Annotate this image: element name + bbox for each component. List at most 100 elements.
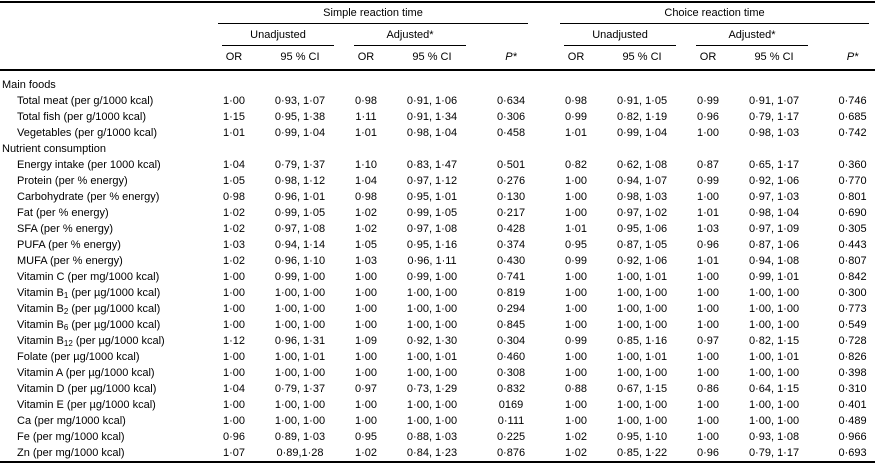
cell-or: 1·05 — [354, 239, 378, 251]
group-gap — [534, 365, 554, 381]
cell-or: 1·00 — [565, 287, 588, 299]
table-row: Vitamin D (per µg/1000 kcal) 1·04 0·79, 1·… — [0, 381, 875, 397]
row-label: Vitamin B1 (per µg/1000 kcal) — [17, 287, 161, 300]
row-label: Ca (per mg/1000 kcal) — [17, 415, 126, 427]
cell-ci: 0·94, 1·07 — [616, 175, 668, 187]
cell-or: 1·00 — [697, 351, 720, 363]
cell-or: 1·00 — [697, 367, 720, 379]
colhead-ci: 95 % CI — [730, 47, 819, 71]
group-gap — [534, 125, 554, 141]
cell-p: 0·746 — [838, 95, 867, 107]
cell-or: 1·00 — [565, 207, 588, 219]
cell-p: 0·310 — [838, 383, 867, 395]
cell-ci: 0·99, 1·00 — [274, 271, 326, 283]
colhead-p: P* — [476, 47, 535, 71]
cell-p: 0·770 — [838, 175, 867, 187]
cell-ci: 0·79, 1·37 — [274, 159, 326, 171]
cell-or: 0·98 — [565, 95, 588, 107]
table-row: Vitamin E (per µg/1000 kcal) 1·00 1·00, 1·… — [0, 397, 875, 413]
cell-p: 0·690 — [838, 207, 867, 219]
group-gap — [534, 173, 554, 189]
table-row: SFA (per % energy) 1·02 0·97, 1·08 1·02 0·97… — [0, 221, 875, 237]
cell-ci: 0·99, 1·04 — [616, 127, 668, 139]
cell-or: 0·98 — [354, 95, 378, 107]
cell-p: 0·304 — [496, 335, 526, 347]
cell-or: 1·00 — [697, 287, 720, 299]
cell-ci: 1·00, 1·00 — [274, 367, 326, 379]
cell-or: 1·00 — [565, 175, 588, 187]
cell-ci: 0·97, 1·02 — [616, 207, 668, 219]
cell-or: 1·00 — [222, 271, 246, 283]
cell-or: 1·00 — [565, 415, 588, 427]
table-row: Fat (per % energy) 1·02 0·99, 1·05 1·02 0·99… — [0, 205, 875, 221]
cell-ci: 0·97, 1·08 — [274, 223, 326, 235]
cell-ci: 0·95, 1·01 — [406, 191, 458, 203]
cell-p: 0·801 — [838, 191, 867, 203]
cell-ci: 0·85, 1·16 — [616, 335, 668, 347]
cell-or: 0·99 — [565, 255, 588, 267]
cell-ci: 1·00, 1·00 — [406, 415, 458, 427]
row-label: Vitamin B6 (per µg/1000 kcal) — [17, 319, 161, 332]
label-column-header-empty — [0, 2, 212, 25]
cell-p: 0·728 — [838, 335, 867, 347]
cell-ci: 1·00, 1·01 — [748, 351, 800, 363]
cell-or: 1·02 — [565, 447, 588, 459]
group-gap — [534, 317, 554, 333]
row-label: Protein (per % energy) — [17, 175, 128, 187]
cell-p: 0·308 — [496, 367, 526, 379]
cell-ci: 1·00, 1·00 — [748, 399, 800, 411]
cell-or: 1·00 — [565, 271, 588, 283]
table-row: Vitamin B2 (per µg/1000 kcal) 1·00 1·00, 1… — [0, 301, 875, 317]
row-label: PUFA (per % energy) — [17, 239, 121, 251]
cell-ci: 0·89,1·28 — [276, 447, 324, 459]
cell-ci: 1·00, 1·00 — [406, 319, 458, 331]
cell-ci: 0·87, 1·05 — [616, 239, 668, 251]
group-label: Simple reaction time — [218, 4, 529, 24]
group-gap — [534, 333, 554, 349]
cell-p: 0·294 — [496, 303, 526, 315]
cell-or: 1·00 — [697, 415, 720, 427]
cell-ci: 1·00, 1·00 — [406, 303, 458, 315]
cell-ci: 0·97, 1·08 — [406, 223, 458, 235]
cell-ci: 1·00, 1·00 — [406, 399, 458, 411]
cell-or: 1·00 — [565, 351, 588, 363]
cell-p: 0·460 — [496, 351, 526, 363]
cell-or: 1·00 — [697, 127, 720, 139]
group-gap — [534, 157, 554, 173]
cell-ci: 1·00, 1·00 — [616, 319, 668, 331]
cell-ci: 0·99, 1·04 — [274, 127, 326, 139]
group-gap — [534, 381, 554, 397]
cell-or: 0·97 — [354, 383, 378, 395]
cell-or: 1·00 — [565, 367, 588, 379]
subgroup-adjusted-simple: Adjusted* — [344, 25, 476, 47]
cell-ci: 0·97, 1·03 — [748, 191, 800, 203]
cell-or: 1·15 — [222, 111, 246, 123]
cell-p: 0·401 — [838, 399, 867, 411]
cell-or: 1·02 — [354, 223, 378, 235]
cell-p: 0·832 — [496, 383, 526, 395]
cell-p: 0·845 — [496, 319, 526, 331]
table-row: Vegetables (per g/1000 kcal) 1·01 0·99, 1·… — [0, 125, 875, 141]
cell-ci: 1·00, 1·01 — [616, 351, 668, 363]
cell-or: 1·00 — [222, 351, 246, 363]
cell-or: 1·00 — [697, 271, 720, 283]
cell-p: 0·966 — [838, 431, 867, 443]
group-gap — [534, 253, 554, 269]
row-label: Fat (per % energy) — [17, 207, 109, 219]
cell-or: 1·02 — [222, 207, 246, 219]
cell-or: 1·00 — [354, 415, 378, 427]
cell-ci: 0·79, 1·37 — [274, 383, 326, 395]
table-row: MUFA (per % energy) 1·02 0·96, 1·10 1·03 0·9… — [0, 253, 875, 269]
cell-ci: 0·94, 1·14 — [274, 239, 326, 251]
cell-or: 0·95 — [565, 239, 588, 251]
cell-ci: 0·98, 1·04 — [748, 207, 800, 219]
row-label: Vitamin A (per µg/1000 kcal) — [17, 367, 155, 379]
cell-ci: 0·99, 1·00 — [406, 271, 458, 283]
cell-ci: 0·92, 1·06 — [748, 175, 800, 187]
table-row: PUFA (per % energy) 1·03 0·94, 1·14 1·05 0·9… — [0, 237, 875, 253]
cell-p: 0·111 — [497, 415, 525, 427]
cell-ci: 0·82, 1·19 — [616, 111, 668, 123]
cell-ci: 1·00, 1·00 — [274, 399, 326, 411]
